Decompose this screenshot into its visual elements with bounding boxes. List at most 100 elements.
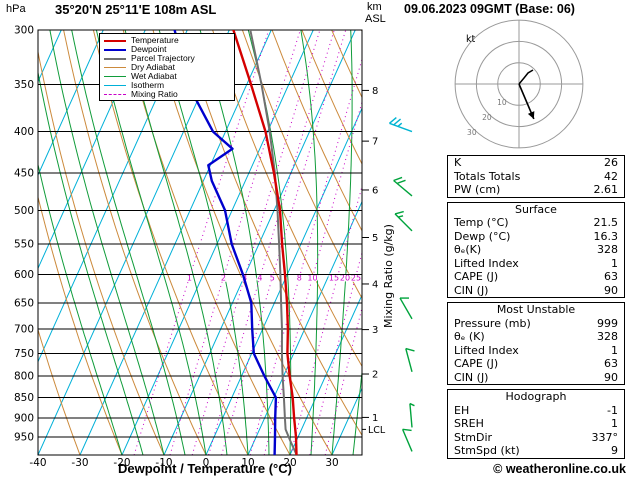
legend-item-label: Dry Adiabat <box>131 62 175 72</box>
pressure-tick-label: 650 <box>14 297 34 309</box>
mixing-ratio-line <box>309 250 362 455</box>
barb-half <box>398 215 404 218</box>
height-axis-unit-km: km <box>367 1 382 13</box>
stat-row: CAPE (J) 63 <box>448 357 624 371</box>
isotherm-line <box>289 293 362 455</box>
copyright: © weatheronline.co.uk <box>493 462 626 476</box>
wind-barb <box>399 297 413 320</box>
temp-tick-label: -30 <box>71 457 88 469</box>
mixing-ratio-label: 5 <box>270 274 275 283</box>
stat-value: 90 <box>604 283 618 297</box>
profile-curves <box>173 30 298 455</box>
stat-value: -1 <box>607 403 618 417</box>
stat-label: θₑ (K) <box>454 330 485 343</box>
barb-half <box>397 122 403 127</box>
wet-adiabat-line <box>352 368 362 455</box>
pressure-tick-label: 400 <box>14 126 34 138</box>
legend-line-sample <box>104 39 126 42</box>
stat-row: StmSpd (kt) 9 <box>448 444 624 458</box>
hodograph-ring-label: 30 <box>467 128 477 137</box>
stat-label: K <box>454 156 462 169</box>
barb-full <box>405 347 415 352</box>
wind-barb <box>388 117 413 133</box>
stat-label: EH <box>454 403 470 417</box>
barb-staff <box>399 297 413 320</box>
legend-line-sample <box>104 76 126 77</box>
stat-row: Lifted Index 1 <box>448 257 624 271</box>
stat-label: CIN (J) <box>454 370 489 384</box>
stat-row: Totals Totals 42 <box>448 170 624 184</box>
isotherm-line <box>38 30 104 177</box>
temp-tick-label: 30 <box>325 457 338 469</box>
legend-item-label: Isotherm <box>131 80 165 90</box>
stat-value: 26 <box>604 156 618 169</box>
stats-rows: K 26 Totals Totals 42 PW (cm) 2.61 <box>448 156 624 197</box>
stats-panel: K 26 Totals Totals 42 PW (cm) 2.61 Surface Te… <box>447 155 625 463</box>
wind-barb <box>401 428 413 452</box>
stat-row: Dewp (°C) 16.3 <box>448 230 624 244</box>
temp-tick-label: -40 <box>29 457 46 469</box>
hodograph: 10 20 30 kt <box>454 19 584 149</box>
km-tick-label: 5 <box>372 233 378 244</box>
stat-value: 16.3 <box>593 229 619 243</box>
wind-barb <box>405 347 415 372</box>
stats-rows: EH -1 SREH 1 StmDir 337° StmSpd (kt) 9 <box>448 404 624 458</box>
mixing-ratio-label: 25 <box>351 274 361 283</box>
pressure-tick-label: 600 <box>14 269 34 281</box>
isotherm-line <box>79 30 272 455</box>
stat-value: 63 <box>604 270 618 283</box>
legend-item-label: Temperature <box>131 35 179 45</box>
height-axis-unit-asl: ASL <box>365 13 386 25</box>
pressure-tick-label: 900 <box>14 412 34 424</box>
storm-motion-arrowhead <box>527 111 535 119</box>
stat-value: 999 <box>597 316 618 330</box>
pressure-tick-label: 800 <box>14 371 34 383</box>
legend-item: Isotherm <box>100 81 234 90</box>
mixing-ratio-label: 2 <box>221 274 226 283</box>
stat-value: 63 <box>604 357 618 370</box>
mixing-ratio-line <box>290 184 362 455</box>
temperature-curve <box>232 30 298 455</box>
station-title: 35°20'N 25°11'E 108m ASL <box>55 2 217 17</box>
legend-item-label: Parcel Trajectory <box>131 53 195 63</box>
hodograph-trace <box>518 69 534 85</box>
stat-value: 1 <box>611 417 618 430</box>
pressure-axis-unit: hPa <box>6 3 26 15</box>
barb-full <box>394 210 404 215</box>
stats-box-indices: K 26 Totals Totals 42 PW (cm) 2.61 <box>447 155 625 198</box>
temp-tick-label: 10 <box>241 457 254 469</box>
legend-line-sample <box>104 67 126 68</box>
barb-staff <box>394 213 413 232</box>
hodograph-ring <box>454 19 584 149</box>
stat-row: θₑ (K) 328 <box>448 330 624 344</box>
datetime-title: 09.06.2023 09GMT (Base: 06) <box>404 2 575 16</box>
stat-label: CAPE (J) <box>454 270 499 283</box>
plot-border <box>37 29 363 456</box>
stat-label: StmDir <box>454 430 493 444</box>
stat-value: 328 <box>597 243 618 256</box>
mixing-ratio-label: 8 <box>297 274 302 283</box>
legend-item: Wet Adiabat <box>100 72 234 81</box>
legend-item: Parcel Trajectory <box>100 54 234 63</box>
hodograph-ring <box>475 40 563 128</box>
stat-label: Temp (°C) <box>454 216 509 229</box>
dry-adiabat-line <box>38 327 81 455</box>
barb-staff <box>389 122 413 133</box>
mixing-ratio-label: 1 <box>187 274 192 283</box>
stat-value: 1 <box>611 256 618 270</box>
stat-row: K 26 <box>448 156 624 170</box>
stats-box-most-unstable: Most Unstable Pressure (mb) 999 θₑ (K) 328 L… <box>447 302 625 385</box>
stat-label: PW (cm) <box>454 183 501 196</box>
stat-label: θₑ(K) <box>454 243 482 256</box>
legend-item: Dry Adiabat <box>100 63 234 72</box>
stat-row: CAPE (J) 63 <box>448 270 624 284</box>
chart-legend: Temperature Dewpoint Parcel Trajectory Dry … <box>99 33 235 101</box>
km-tick-label: 2 <box>372 370 378 381</box>
mixing-ratio-axis-label: Mixing Ratio (g/kg) <box>382 224 395 328</box>
temp-tick-label: 20 <box>283 457 296 469</box>
stat-value: 90 <box>604 370 618 384</box>
wind-barb <box>409 402 415 428</box>
parcel-curve <box>249 30 298 455</box>
hodograph-ring-label: 20 <box>482 113 492 122</box>
